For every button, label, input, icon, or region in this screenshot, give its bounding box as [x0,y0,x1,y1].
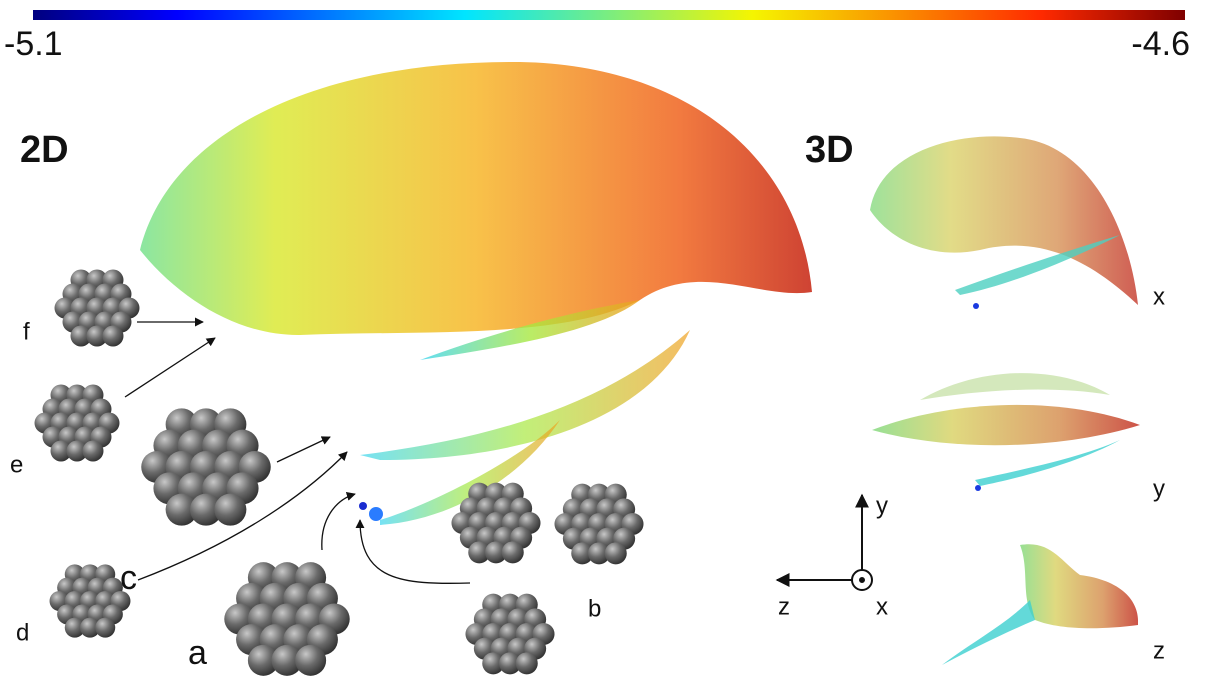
cluster-label: a [188,634,207,672]
atom [102,325,124,347]
colorbar [33,10,1185,20]
atom [485,541,507,564]
axis-triad [775,493,873,591]
atom [571,542,594,565]
panel-label: 3D [805,129,854,171]
atom [95,617,116,638]
colorbar-max: -4.6 [1131,25,1190,63]
cluster-label: c [120,559,137,597]
atom [295,644,327,676]
atom [214,493,247,526]
atom [604,542,627,565]
atom [190,493,222,526]
axis-label: x [876,593,888,620]
atom [499,652,521,675]
atom [64,617,85,638]
atom [482,652,505,675]
colorbar-min: -5.1 [4,25,63,63]
cluster-label: b [588,595,601,622]
embedding-2d [140,61,812,525]
axis-label: z [778,593,790,620]
atom [247,644,279,676]
atom [271,644,303,676]
atom [501,541,524,564]
atom [70,325,92,347]
embedding-3d [870,136,1140,665]
atom [86,325,108,347]
arrows [124,317,471,584]
view-label: y [1153,475,1165,502]
cluster-label: d [16,619,29,646]
atom [50,440,72,462]
atom [165,493,198,526]
atom [66,440,88,462]
clusters [34,269,644,676]
atom [468,541,491,564]
atom [80,617,100,638]
cluster-label: f [23,318,30,345]
axis-label: y [876,492,888,519]
view-label: x [1153,283,1165,310]
atom [588,542,610,565]
atom [515,652,538,675]
atom [82,440,104,462]
view-label: z [1153,637,1165,664]
panel-label: 2D [20,129,69,171]
cluster-label: e [10,451,23,478]
